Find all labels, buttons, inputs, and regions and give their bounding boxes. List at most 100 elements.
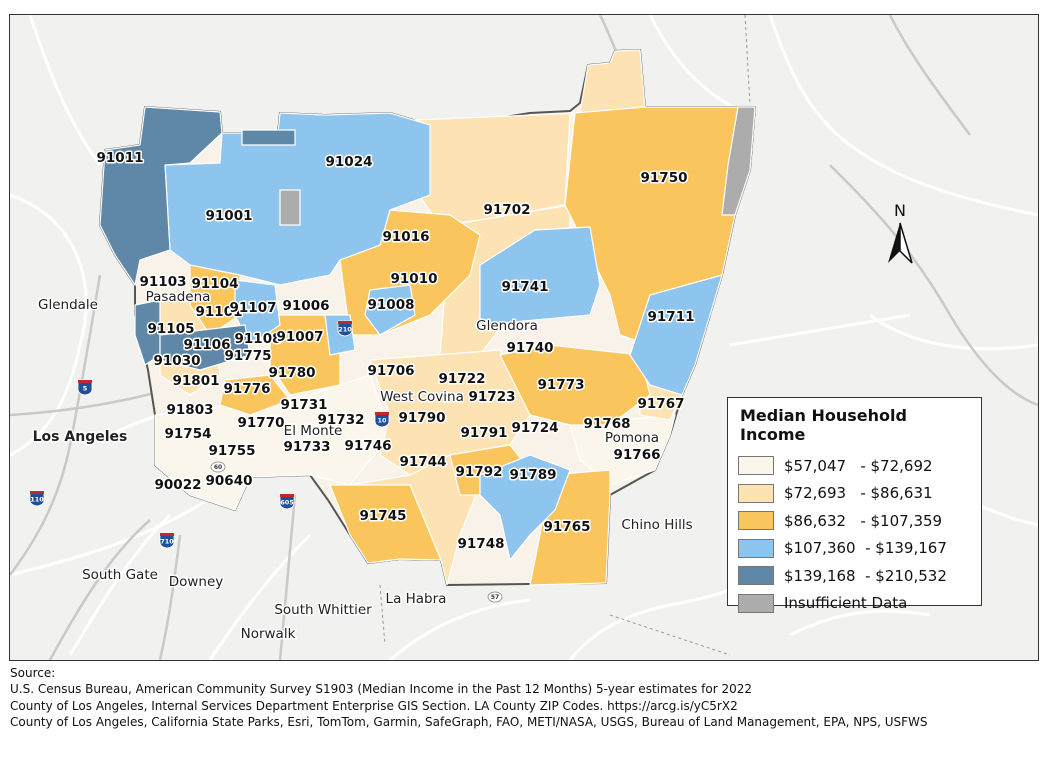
zip-label-91105: 91105 bbox=[148, 321, 195, 337]
highway-shield-label: 210 bbox=[338, 326, 352, 334]
legend-swatch bbox=[738, 456, 774, 476]
zip-label-91006: 91006 bbox=[283, 298, 330, 314]
zip-label-91706: 91706 bbox=[368, 363, 415, 379]
zip-label-91775: 91775 bbox=[225, 348, 272, 364]
zip-label-91723: 91723 bbox=[469, 389, 516, 405]
legend-swatch bbox=[738, 483, 774, 503]
zip-label-91765: 91765 bbox=[544, 519, 591, 535]
highway-shield-60: 60 bbox=[210, 461, 226, 473]
zip-label-91790: 91790 bbox=[399, 410, 446, 426]
highway-shield-label: 605 bbox=[280, 499, 294, 507]
highway-shield-210: 210 bbox=[337, 320, 353, 337]
highway-shield-label: 110 bbox=[30, 496, 44, 504]
north-letter: N bbox=[894, 201, 906, 220]
zip-label-91789: 91789 bbox=[510, 467, 557, 483]
place-label-chino-hills: Chino Hills bbox=[621, 517, 692, 533]
legend-swatch bbox=[738, 511, 774, 531]
zip-label-91791: 91791 bbox=[461, 425, 508, 441]
zip-label-91030: 91030 bbox=[154, 353, 201, 369]
place-label-west-covina: West Covina bbox=[380, 389, 464, 405]
place-label-el-monte: El Monte bbox=[284, 423, 343, 439]
highway-shield-57: 57 bbox=[487, 591, 503, 603]
gray-highways bbox=[10, 15, 1038, 660]
zip-label-91101: 91101 bbox=[196, 304, 243, 320]
zip-label-91024: 91024 bbox=[326, 154, 373, 170]
zip-label-91016: 91016 bbox=[383, 229, 430, 245]
legend-swatch bbox=[738, 593, 774, 613]
zip-label-91780: 91780 bbox=[269, 365, 316, 381]
legend-label: $57,047 - $72,692 bbox=[784, 456, 933, 475]
zip-label-91011: 91011 bbox=[97, 150, 144, 166]
north-arrow: N bbox=[882, 201, 918, 271]
place-label-la-habra: La Habra bbox=[386, 591, 447, 607]
zip-label-91103: 91103 bbox=[140, 274, 187, 290]
zip-label-91745: 91745 bbox=[360, 508, 407, 524]
legend-title: Median Household Income bbox=[740, 406, 907, 444]
zip-label-91750: 91750 bbox=[641, 170, 688, 186]
place-label-south-whittier: South Whittier bbox=[274, 602, 372, 618]
zip-label-91001: 91001 bbox=[206, 208, 253, 224]
map-canvas: 210 5 10 605 110 710 60 57 91011 91024 91001 91750… bbox=[10, 15, 1038, 660]
zip-label-layer: 91011 91024 91001 91750 91702 91016 91010 91008… bbox=[95, 149, 696, 554]
legend-item: Insufficient Data bbox=[738, 590, 971, 618]
zip-label-91803: 91803 bbox=[167, 402, 214, 418]
zip-label-91748: 91748 bbox=[458, 536, 505, 552]
highway-shield-label: 710 bbox=[160, 538, 174, 546]
source-line: County of Los Angeles, Internal Services… bbox=[10, 698, 738, 713]
zip-label-91007: 91007 bbox=[277, 329, 324, 345]
place-label-norwalk: Norwalk bbox=[241, 626, 296, 642]
zip-label-91766: 91766 bbox=[614, 447, 661, 463]
place-label-glendora: Glendora bbox=[476, 318, 538, 334]
zip-label-91731: 91731 bbox=[281, 397, 328, 413]
place-label-pasadena: Pasadena bbox=[146, 289, 211, 305]
highway-shield-5: 5 bbox=[77, 379, 93, 396]
highway-shield-label: 10 bbox=[377, 417, 387, 425]
highway-shield-605: 605 bbox=[279, 493, 295, 510]
highway-shield-110: 110 bbox=[29, 490, 45, 507]
zip-label-91746: 91746 bbox=[345, 438, 392, 454]
highway-shield-label: 57 bbox=[491, 594, 499, 601]
legend-item: $72,693 - $86,631 bbox=[738, 480, 971, 508]
county-line bbox=[379, 15, 751, 656]
zip-label-91010: 91010 bbox=[391, 271, 438, 287]
place-label-pomona: Pomona bbox=[605, 430, 659, 446]
zip-label-91741: 91741 bbox=[502, 279, 549, 295]
zip-label-91768: 91768 bbox=[584, 416, 631, 432]
zip-label-91732: 91732 bbox=[318, 412, 365, 428]
source-line: Source: bbox=[10, 666, 56, 680]
zip-label-91008: 91008 bbox=[368, 297, 415, 313]
legend-label: $139,168 - $210,532 bbox=[784, 566, 947, 585]
legend-swatch bbox=[738, 538, 774, 558]
zip-label-91107: 91107 bbox=[230, 300, 277, 316]
legend-item: $57,047 - $72,692 bbox=[738, 452, 971, 480]
zip-label-91744: 91744 bbox=[400, 454, 447, 470]
zip-label-91773: 91773 bbox=[538, 377, 585, 393]
zip-label-91104: 91104 bbox=[192, 276, 239, 292]
zip-label-91106: 91106 bbox=[184, 337, 231, 353]
place-label-south-gate: South Gate bbox=[82, 567, 158, 583]
zip-label-91767: 91767 bbox=[638, 396, 685, 412]
legend-label: $72,693 - $86,631 bbox=[784, 484, 933, 503]
zip-label-91702: 91702 bbox=[484, 202, 531, 218]
highway-shield-label: 5 bbox=[83, 385, 88, 393]
legend-item: $139,168 - $210,532 bbox=[738, 562, 971, 590]
legend-label: Insufficient Data bbox=[784, 594, 908, 613]
zip-label-91755: 91755 bbox=[209, 443, 256, 459]
zip-label-91711: 91711 bbox=[648, 309, 695, 325]
zip-label-91108: 91108 bbox=[235, 331, 282, 347]
legend-swatch bbox=[738, 566, 774, 586]
highway-shield-10: 10 bbox=[374, 411, 390, 428]
legend-item: $86,632 - $107,359 bbox=[738, 507, 971, 535]
zip-label-90022: 90022 bbox=[155, 477, 202, 493]
zip-regions bbox=[99, 49, 756, 586]
place-label-los-angeles: Los Angeles bbox=[33, 429, 128, 445]
zip-label-91724: 91724 bbox=[512, 420, 559, 436]
zip-label-91740: 91740 bbox=[507, 340, 554, 356]
source-notes: Source: U.S. Census Bureau, American Comm… bbox=[10, 665, 1030, 730]
north-arrow-icon bbox=[888, 222, 913, 264]
place-label-glendale: Glendale bbox=[38, 297, 98, 313]
zip-label-91776: 91776 bbox=[224, 381, 271, 397]
zip-label-91754: 91754 bbox=[165, 426, 212, 442]
zip-label-91770: 91770 bbox=[238, 415, 285, 431]
legend-label: $86,632 - $107,359 bbox=[784, 511, 943, 530]
